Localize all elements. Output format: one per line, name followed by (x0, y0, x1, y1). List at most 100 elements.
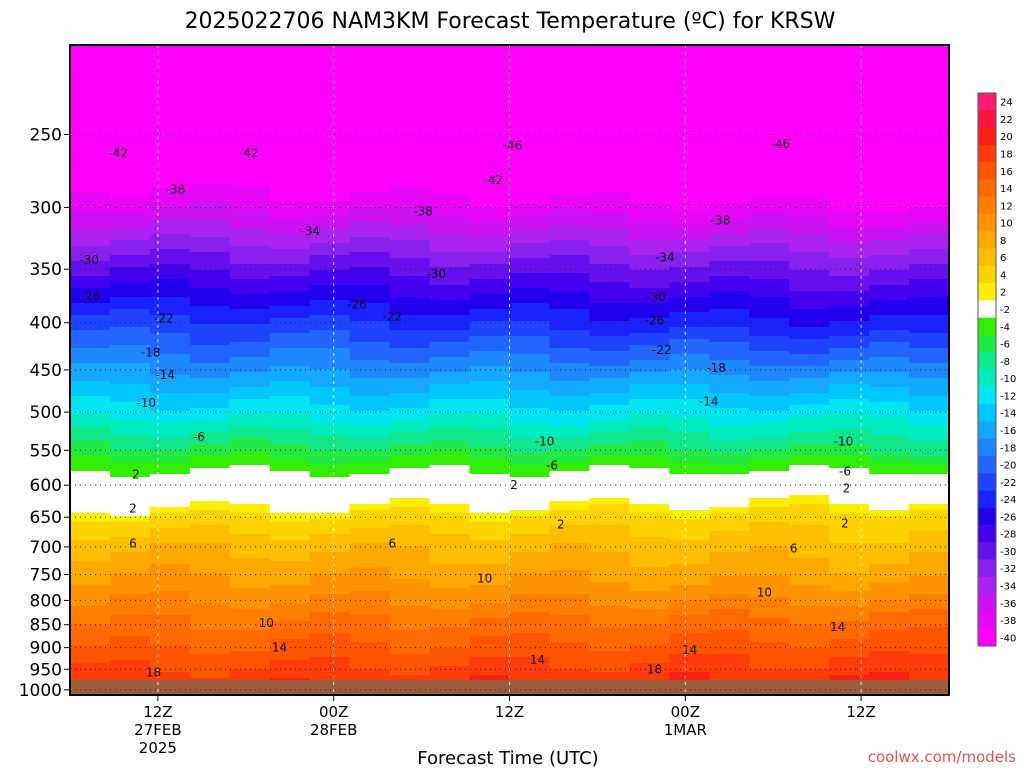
field-cell (629, 177, 671, 181)
field-cell (589, 486, 631, 490)
field-cell (309, 507, 351, 511)
field-cell (429, 204, 471, 208)
field-cell (589, 501, 631, 505)
field-cell (309, 408, 351, 412)
field-cell (229, 621, 271, 625)
field-cell (789, 324, 831, 328)
field-cell (189, 255, 231, 259)
field-cell (749, 258, 791, 262)
field-cell (509, 591, 551, 595)
field-cell (789, 321, 831, 325)
field-cell (909, 519, 949, 523)
field-cell (589, 378, 631, 382)
field-cell (669, 201, 711, 205)
field-cell (629, 213, 671, 217)
field-cell (589, 270, 631, 274)
field-cell (149, 387, 191, 391)
field-cell (549, 486, 591, 490)
field-cell (110, 102, 151, 106)
field-cell (269, 669, 311, 673)
field-cell (110, 543, 151, 547)
field-cell (789, 489, 831, 493)
field-cell (189, 375, 231, 379)
field-cell (349, 198, 391, 202)
field-cell (509, 189, 551, 193)
field-cell (349, 246, 391, 250)
field-cell (309, 444, 351, 448)
field-cell (869, 480, 911, 484)
field-cell (189, 153, 231, 157)
field-cell (749, 501, 791, 505)
field-cell (749, 219, 791, 223)
field-cell (869, 666, 911, 670)
field-cell (229, 657, 271, 661)
field-cell (469, 531, 511, 535)
field-cell (909, 57, 949, 61)
field-cell (669, 603, 711, 607)
field-cell (669, 252, 711, 256)
field-cell (909, 345, 949, 349)
field-cell (789, 153, 831, 157)
y-tick-label: 650 (30, 508, 62, 528)
field-cell (869, 438, 911, 442)
field-cell (509, 399, 551, 403)
field-cell (469, 540, 511, 544)
field-cell (789, 156, 831, 160)
field-cell (269, 510, 311, 514)
field-cell (909, 489, 949, 493)
field-cell (509, 93, 551, 97)
field-cell (669, 573, 711, 577)
field-cell (189, 258, 231, 262)
field-cell (70, 408, 111, 412)
field-cell (309, 219, 351, 223)
field-cell (349, 291, 391, 295)
field-cell (709, 678, 751, 682)
field-cell (309, 258, 351, 262)
field-cell (709, 369, 751, 373)
field-cell (149, 369, 191, 373)
field-cell (70, 645, 111, 649)
field-cell (749, 156, 791, 160)
field-cell (549, 606, 591, 610)
field-cell (429, 183, 471, 187)
field-cell (349, 156, 391, 160)
field-cell (389, 219, 431, 223)
field-cell (349, 180, 391, 184)
field-cell (869, 240, 911, 244)
field-cell (709, 417, 751, 421)
field-cell (589, 336, 631, 340)
field-cell (110, 597, 151, 601)
field-cell (789, 147, 831, 151)
field-cell (709, 423, 751, 427)
field-cell (349, 585, 391, 589)
field-cell (549, 54, 591, 58)
field-cell (549, 327, 591, 331)
field-cell (70, 84, 111, 88)
field-cell (549, 330, 591, 334)
field-cell (429, 525, 471, 529)
field-cell (749, 153, 791, 157)
field-cell (669, 63, 711, 67)
field-cell (829, 432, 871, 436)
field-cell (309, 534, 351, 538)
field-cell (749, 102, 791, 106)
field-cell (869, 168, 911, 172)
field-cell (709, 477, 751, 481)
field-cell (669, 510, 711, 514)
field-cell (669, 666, 711, 670)
field-cell (509, 507, 551, 511)
field-cell (229, 513, 271, 517)
field-cell (309, 546, 351, 550)
field-cell (469, 330, 511, 334)
field-cell (589, 477, 631, 481)
field-cell (229, 375, 271, 379)
field-cell (309, 297, 351, 301)
field-cell (269, 660, 311, 664)
field-cell (789, 132, 831, 136)
field-cell (789, 444, 831, 448)
field-cell (909, 450, 949, 454)
field-cell (909, 51, 949, 55)
field-cell (909, 570, 949, 574)
field-cell (429, 354, 471, 358)
field-cell (749, 201, 791, 205)
